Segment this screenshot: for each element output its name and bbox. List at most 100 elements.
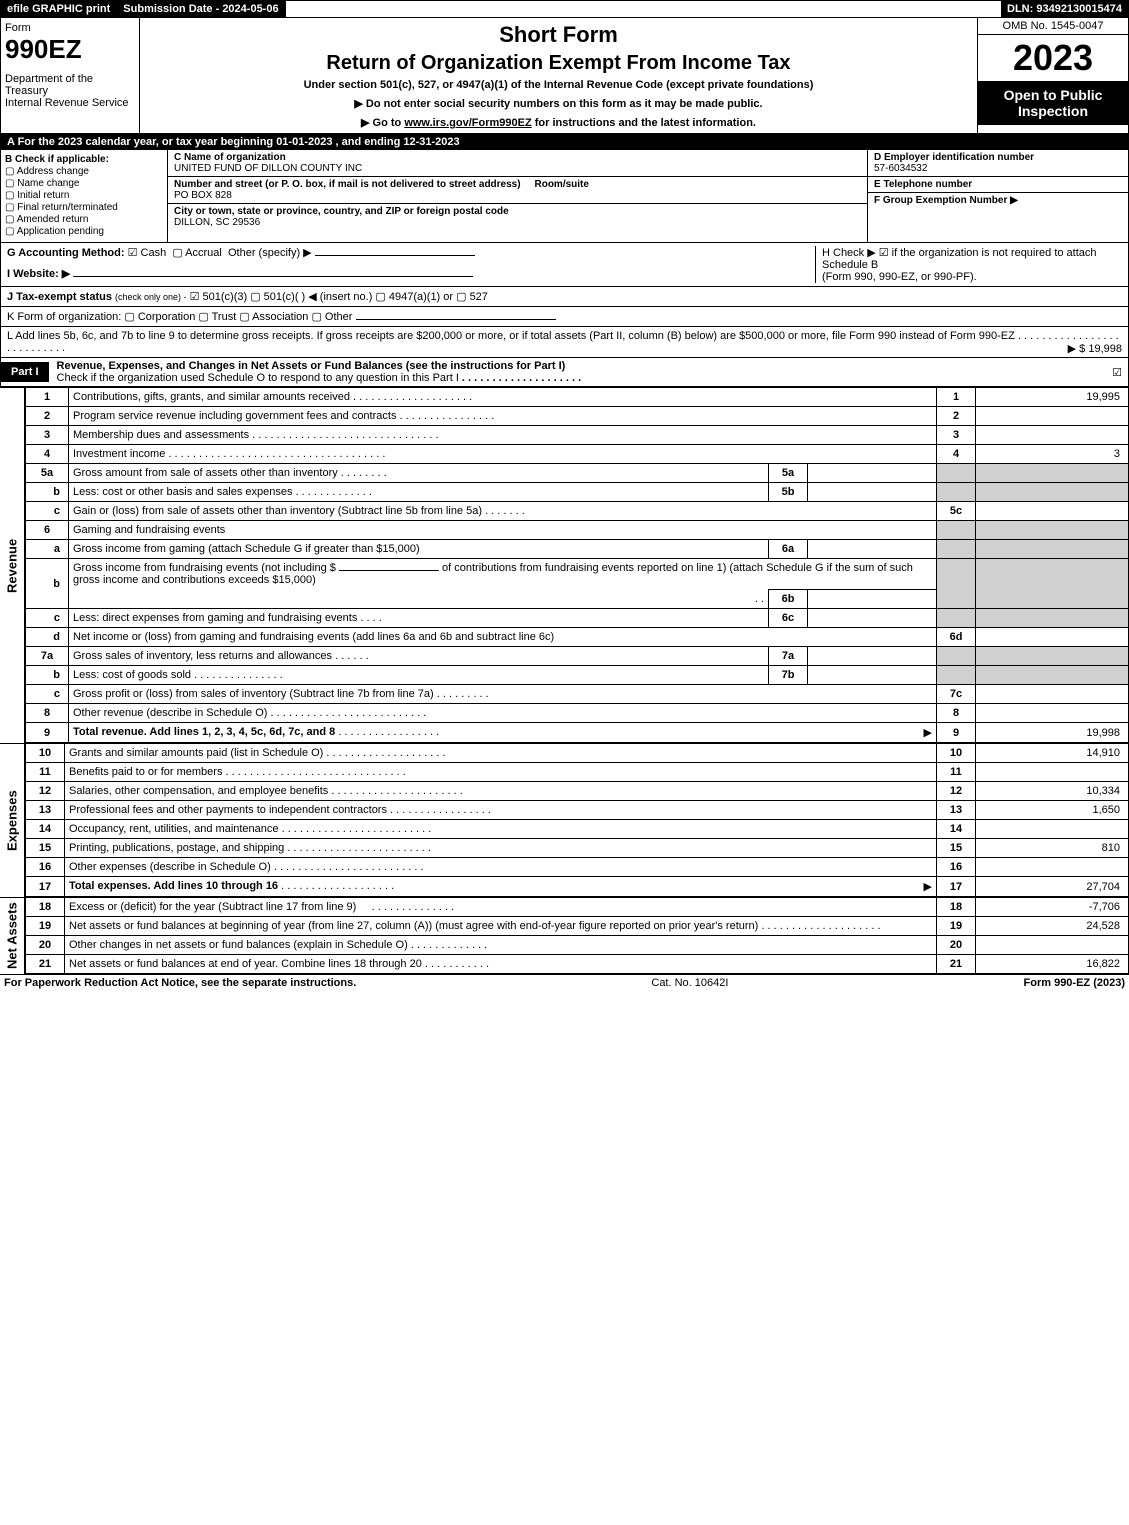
l5c-desc: Gain or (loss) from sale of assets other…	[69, 502, 937, 521]
l6-desc: Gaming and fundraising events	[69, 521, 937, 540]
phone-label: E Telephone number	[874, 179, 1122, 190]
k-other-line[interactable]	[356, 319, 556, 320]
line-5c: c Gain or (loss) from sale of assets oth…	[26, 502, 1129, 521]
l21-amt: 16,822	[976, 955, 1129, 974]
j-opts[interactable]: ☑ 501(c)(3) ▢ 501(c)( ) ◀ (insert no.) ▢…	[190, 291, 488, 303]
cb-address-change[interactable]: Address change	[5, 166, 163, 177]
l16-amt	[976, 858, 1129, 877]
col-d: D Employer identification number 57-6034…	[867, 150, 1128, 242]
l2-box: 2	[937, 407, 976, 426]
website-line[interactable]	[73, 276, 473, 277]
form-label: Form	[5, 22, 135, 34]
l7b-ibox: 7b	[769, 666, 808, 685]
l5a-shade2	[976, 464, 1129, 483]
l21-box: 21	[937, 955, 976, 974]
l13-num: 13	[26, 801, 65, 820]
irs-link[interactable]: www.irs.gov/Form990EZ	[404, 117, 531, 129]
l14-amt	[976, 820, 1129, 839]
subtitle: Under section 501(c), 527, or 4947(a)(1)…	[146, 79, 971, 91]
line-5b: b Less: cost or other basis and sales ex…	[26, 483, 1129, 502]
cb-initial-return[interactable]: Initial return	[5, 190, 163, 201]
l8-box: 8	[937, 704, 976, 723]
line-20: 20 Other changes in net assets or fund b…	[26, 936, 1129, 955]
l7a-iamt	[808, 647, 937, 666]
dept-treasury: Department of the Treasury	[5, 73, 135, 97]
l12-amt: 10,334	[976, 782, 1129, 801]
l5a-iamt	[808, 464, 937, 483]
group-row: F Group Exemption Number ▶	[868, 193, 1128, 242]
short-form-title: Short Form	[146, 22, 971, 48]
line-2: 2 Program service revenue including gove…	[26, 407, 1129, 426]
l10-desc: Grants and similar amounts paid (list in…	[65, 744, 937, 763]
col-b-label: B Check if applicable:	[5, 154, 163, 165]
l6b-blank[interactable]	[339, 570, 439, 571]
efile-print[interactable]: efile GRAPHIC print	[1, 1, 117, 17]
l5a-desc: Gross amount from sale of assets other t…	[69, 464, 769, 483]
instr-post: for instructions and the latest informat…	[535, 117, 756, 129]
cb-application-pending[interactable]: Application pending	[5, 226, 163, 237]
cb-name-change[interactable]: Name change	[5, 178, 163, 189]
l6c-shade2	[976, 609, 1129, 628]
vert-netassets: Net Assets	[0, 897, 25, 974]
g-accrual[interactable]: Accrual	[172, 247, 222, 259]
line-17: 17 Total expenses. Add lines 10 through …	[26, 877, 1129, 897]
l18-desc: Excess or (deficit) for the year (Subtra…	[65, 898, 937, 917]
k-text[interactable]: K Form of organization: ▢ Corporation ▢ …	[7, 311, 352, 323]
l12-box: 12	[937, 782, 976, 801]
part1-body: Revenue 1 Contributions, gifts, grants, …	[0, 387, 1129, 743]
l7a-num: 7a	[26, 647, 69, 666]
h-label: H Check ▶ ☑ if the organization is not r…	[822, 246, 1122, 271]
l-text: L Add lines 5b, 6c, and 7b to line 9 to …	[7, 330, 1015, 342]
l9-arrow: ▶	[924, 726, 932, 739]
cb-final-return[interactable]: Final return/terminated	[5, 202, 163, 213]
l2-desc: Program service revenue including govern…	[69, 407, 937, 426]
j-label: J Tax-exempt status	[7, 291, 112, 303]
l9-box: 9	[937, 723, 976, 743]
l6c-shade1	[937, 609, 976, 628]
l6d-desc: Net income or (loss) from gaming and fun…	[69, 628, 937, 647]
g-other-line[interactable]	[315, 255, 475, 256]
l15-num: 15	[26, 839, 65, 858]
g-cash[interactable]: Cash	[128, 247, 167, 259]
part1-check[interactable]: ☑	[1112, 366, 1128, 379]
cb-amended-return[interactable]: Amended return	[5, 214, 163, 225]
part1-sub: Check if the organization used Schedule …	[57, 372, 459, 384]
line-15: 15 Printing, publications, postage, and …	[26, 839, 1129, 858]
line-11: 11 Benefits paid to or for members . . .…	[26, 763, 1129, 782]
l5b-desc: Less: cost or other basis and sales expe…	[69, 483, 769, 502]
group-label: F Group Exemption Number ▶	[874, 195, 1122, 206]
l5b-shade2	[976, 483, 1129, 502]
line-1: 1 Contributions, gifts, grants, and simi…	[26, 388, 1129, 407]
l18-amt: -7,706	[976, 898, 1129, 917]
l20-box: 20	[937, 936, 976, 955]
line-6a: a Gross income from gaming (attach Sched…	[26, 540, 1129, 559]
g-other[interactable]: Other (specify) ▶	[228, 247, 312, 259]
l5c-box: 5c	[937, 502, 976, 521]
footer-mid: Cat. No. 10642I	[356, 977, 1023, 989]
l15-box: 15	[937, 839, 976, 858]
l4-box: 4	[937, 445, 976, 464]
tax-year: 2023	[978, 35, 1128, 81]
l6a-shade2	[976, 540, 1129, 559]
l17-amt: 27,704	[976, 877, 1129, 897]
l6a-shade1	[937, 540, 976, 559]
part1-header: Part I Revenue, Expenses, and Changes in…	[0, 358, 1129, 387]
l7c-num: c	[26, 685, 69, 704]
l5b-num: b	[26, 483, 69, 502]
l6b-num: b	[26, 559, 69, 609]
l20-num: 20	[26, 936, 65, 955]
l7a-ibox: 7a	[769, 647, 808, 666]
row-g-h: G Accounting Method: Cash Accrual Other …	[0, 243, 1129, 287]
l9-desc: Total revenue. Add lines 1, 2, 3, 4, 5c,…	[69, 723, 937, 743]
org-city: DILLON, SC 29536	[174, 217, 260, 228]
line-12: 12 Salaries, other compensation, and emp…	[26, 782, 1129, 801]
form-header: Form 990EZ Department of the Treasury In…	[0, 18, 1129, 134]
l5a-ibox: 5a	[769, 464, 808, 483]
footer-right: Form 990-EZ (2023)	[1024, 977, 1125, 989]
l1-amt: 19,995	[976, 388, 1129, 407]
instr-pre: ▶ Go to	[361, 117, 404, 129]
l20-amt	[976, 936, 1129, 955]
ein-value: 57-6034532	[874, 163, 1122, 174]
line-7b: b Less: cost of goods sold . . . . . . .…	[26, 666, 1129, 685]
l11-desc: Benefits paid to or for members . . . . …	[65, 763, 937, 782]
